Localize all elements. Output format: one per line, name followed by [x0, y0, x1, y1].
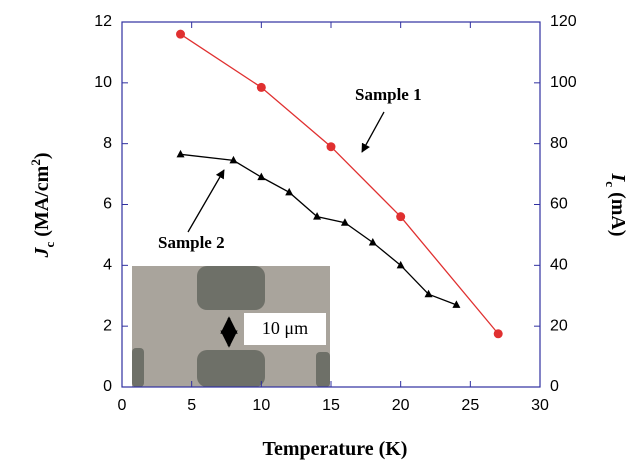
- series-line: [180, 153, 457, 306]
- y-tick-label: 2: [103, 317, 112, 334]
- x-tick-label: 5: [187, 397, 196, 414]
- y-tick-label: 10: [94, 74, 112, 91]
- y-tick-label: 4: [103, 257, 112, 274]
- data-point: [493, 329, 503, 339]
- y-label-part: ): [31, 152, 53, 159]
- y2-label-part: (mA): [607, 187, 629, 236]
- x-tick-label: 25: [461, 397, 479, 414]
- data-point: [368, 238, 377, 246]
- data-point: [396, 212, 406, 222]
- x-tick-label: 30: [531, 397, 549, 414]
- y-tick-label: 6: [103, 196, 112, 213]
- data-point: [313, 212, 322, 220]
- x-tick-label: 0: [118, 397, 127, 414]
- x-tick-label: 15: [322, 397, 340, 414]
- y-label-part: (MA/cm: [31, 165, 53, 241]
- y2-tick-label: 40: [550, 257, 568, 274]
- data-point: [396, 260, 405, 269]
- data-point: [340, 218, 349, 226]
- y-label-part: 2: [28, 159, 43, 166]
- data-point: [229, 155, 238, 164]
- data-point: [257, 172, 266, 181]
- y2-axis-label: Ic (mA): [603, 172, 629, 236]
- annotation: Sample 2: [158, 233, 225, 252]
- data-point: [326, 142, 336, 152]
- y2-label-part: c: [603, 181, 618, 187]
- y2-tick-label: 120: [550, 13, 577, 30]
- data-point: [452, 300, 461, 308]
- data-point: [176, 29, 186, 39]
- data-point: [176, 149, 185, 158]
- x-axis-label: Temperature (K): [263, 438, 408, 460]
- data-point: [424, 289, 433, 298]
- annotation: Sample 1: [355, 85, 422, 104]
- x-tick-label: 20: [392, 397, 410, 414]
- inset-image: 10 μm: [132, 266, 330, 387]
- x-tick-label: 10: [252, 397, 270, 414]
- y-tick-label: 12: [94, 13, 112, 30]
- annotation-arrow: [361, 111, 385, 153]
- y2-tick-label: 20: [550, 317, 568, 334]
- y2-tick-label: 60: [550, 196, 568, 213]
- y2-tick-label: 0: [550, 378, 559, 395]
- y2-tick-label: 80: [550, 135, 568, 152]
- y2-label-part: I: [607, 172, 629, 182]
- y-tick-label: 0: [103, 378, 112, 395]
- annotation-arrow: [187, 169, 225, 233]
- y-label-part: J: [31, 247, 53, 259]
- y2-tick-label: 100: [550, 74, 577, 91]
- y-label-part: c: [42, 242, 57, 248]
- data-point: [256, 82, 266, 92]
- inset-label: 10 μm: [262, 318, 308, 338]
- y-tick-label: 8: [103, 135, 112, 152]
- data-point: [285, 187, 294, 196]
- y-axis-label: Jc (MA/cm2): [28, 152, 57, 258]
